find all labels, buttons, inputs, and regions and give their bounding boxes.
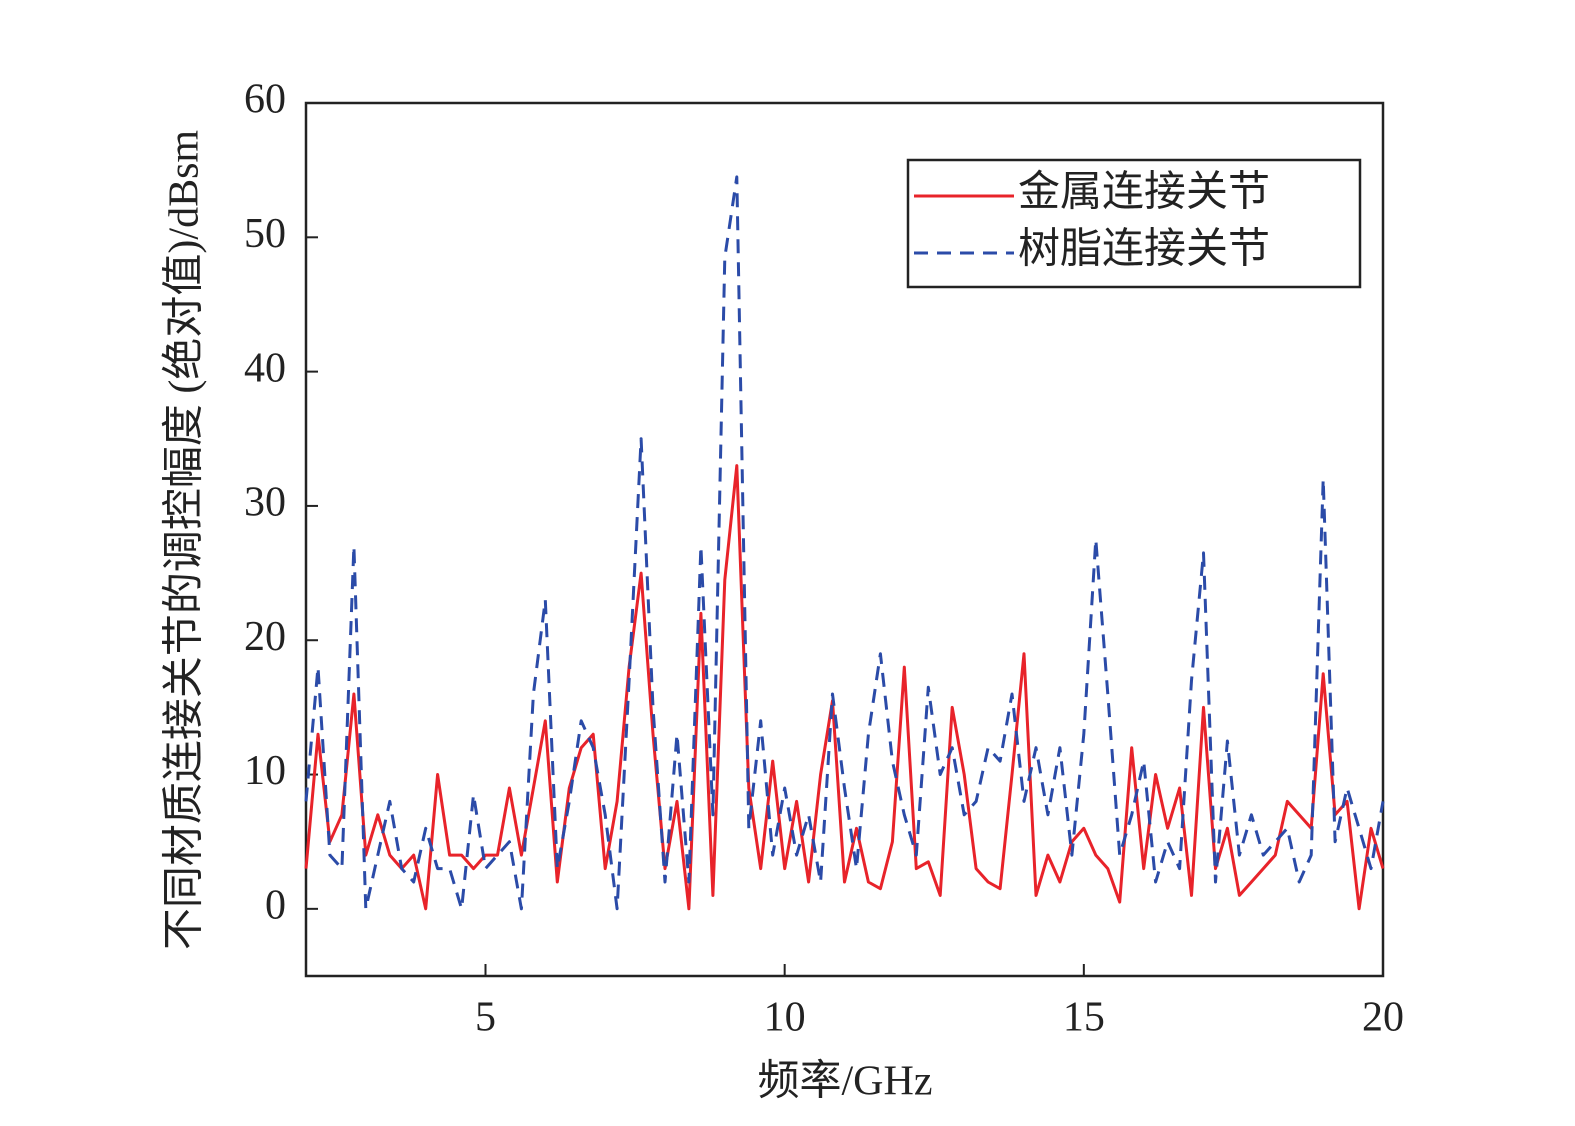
- y-tick-label: 20: [244, 614, 286, 660]
- x-tick-label: 5: [475, 995, 496, 1041]
- legend-label: 金属连接关节: [1018, 169, 1270, 216]
- y-tick-label: 30: [244, 480, 286, 526]
- plot-frame: [304, 101, 1385, 978]
- y-tick-label: 10: [244, 748, 286, 794]
- y-tick-label: 0: [265, 882, 286, 928]
- y-axis-label: 不同材质连接关节的调控幅度 (绝对值)/dBsm: [161, 130, 208, 951]
- y-tick-label: 50: [244, 211, 286, 257]
- legend-box: [906, 158, 1362, 289]
- x-tick-label: 20: [1362, 995, 1404, 1041]
- x-tick-label: 10: [764, 995, 806, 1041]
- x-axis-label: 频率/GHz: [758, 1058, 933, 1105]
- legend-label: 树脂连接关节: [1018, 227, 1270, 273]
- y-tick-label: 60: [244, 77, 286, 123]
- x-tick-label: 15: [1063, 995, 1105, 1041]
- y-tick-label: 40: [244, 345, 286, 391]
- series-line: [304, 175, 1385, 911]
- series-line: [304, 464, 1385, 911]
